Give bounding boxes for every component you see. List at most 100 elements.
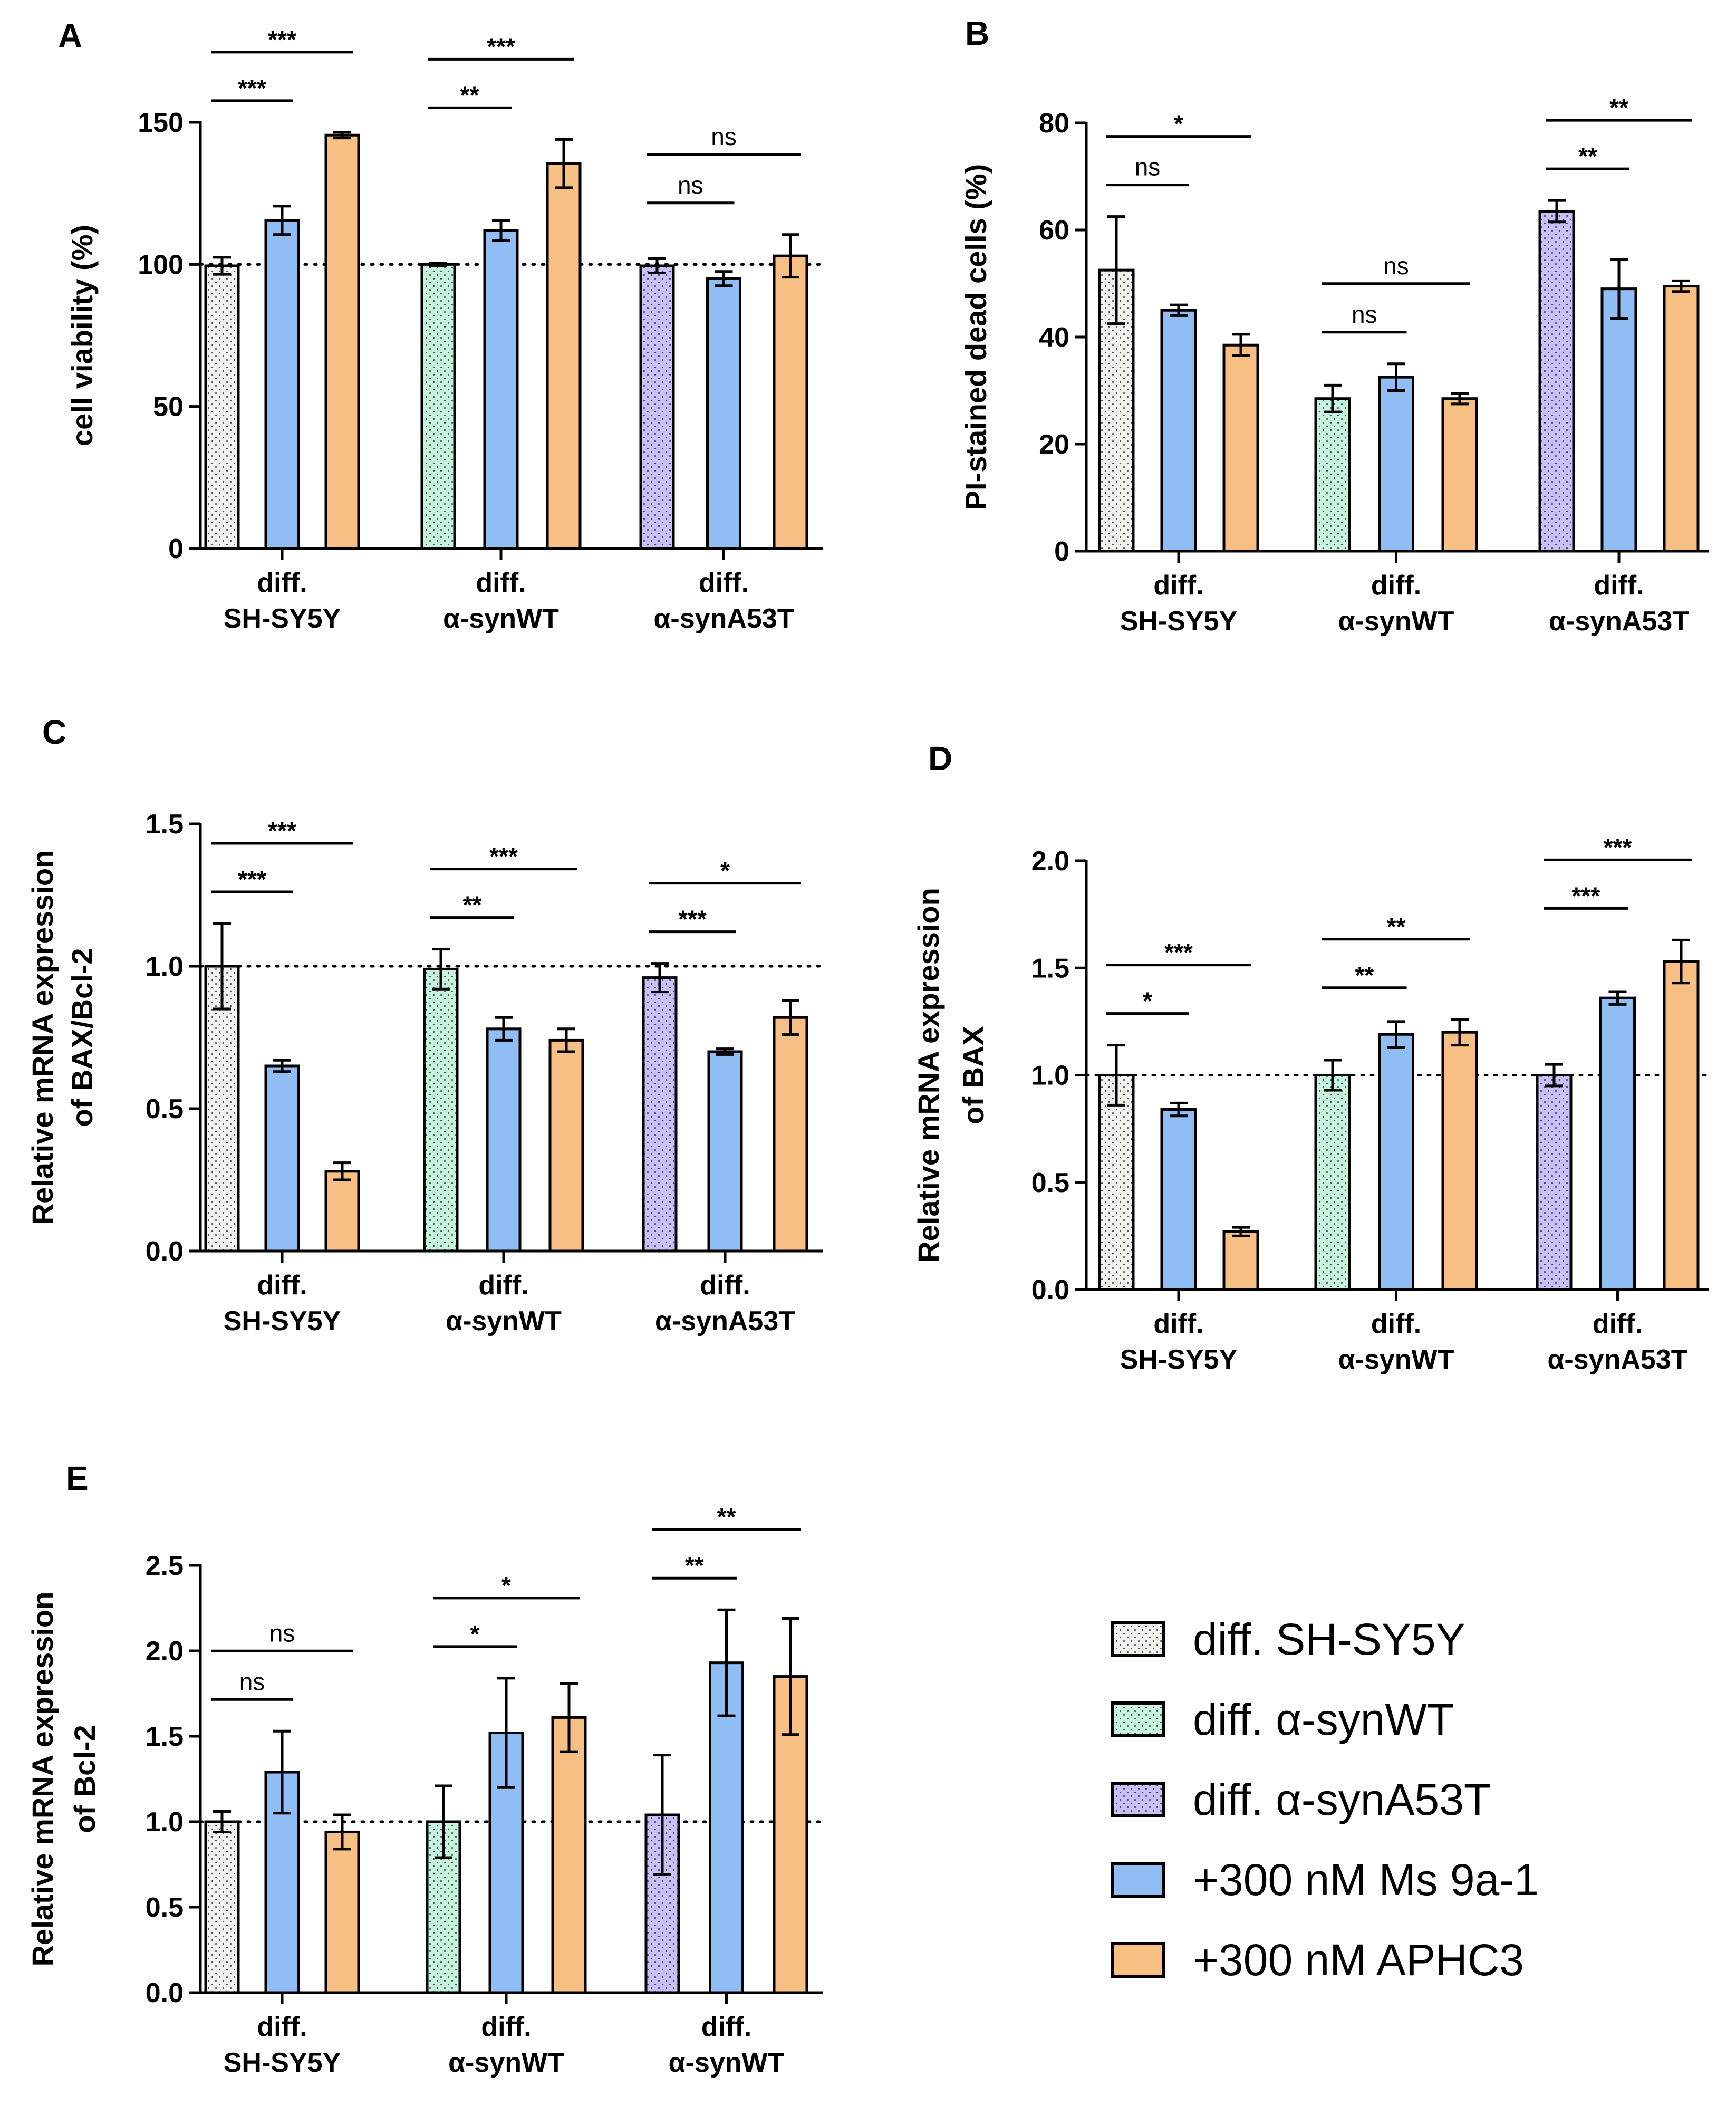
bar-300-nm-aphc3 [773,1016,808,1253]
significance-label: *** [268,817,296,844]
significance-label: ** [1387,913,1406,940]
bar-diff-alpha-synwt [420,263,456,550]
x-category-label: α-synWT [669,2047,785,2078]
x-category-label: SH-SY5Y [1120,606,1238,637]
significance-label: *** [1164,939,1193,966]
y-axis-title: of BAX [957,1026,990,1124]
y-tick-label: 1.0 [146,1807,184,1838]
bar-300-nm-ms-9a-1 [706,277,741,550]
significance-label: ns [711,123,737,150]
significance-label: * [470,1620,480,1648]
bar-group [642,962,808,1253]
bar-300-nm-aphc3 [548,1038,584,1253]
legend-item-300-nm-ms-9a-1: +300 nM Ms 9a-1 [1111,1855,1539,1905]
significance-label: ns [1352,301,1377,328]
panel-letter: D [928,739,952,777]
x-category-label: α-synWT [443,603,559,634]
x-category-label: α-synA53T [1547,1344,1687,1375]
x-category-label: α-synA53T [653,603,794,634]
chart-panels: A 0 50 100 150 cell viability (%) diff. SH-SY5Y… [26,14,1710,2078]
x-category-label: α-synA53T [655,1306,795,1336]
y-tick-label: 0.5 [1031,1168,1069,1198]
significance-label: *** [1571,882,1600,909]
y-axis-title: PI-stained dead cells (%) [959,164,992,511]
y-tick-label: 0.5 [146,1892,184,1923]
bar-group [1536,938,1700,1291]
bar-diff-sh-sy5y [204,264,240,550]
significance-label: * [1174,110,1183,138]
x-category-label: diff. [1371,570,1421,601]
bar-300-nm-aphc3 [546,162,582,550]
bar-300-nm-aphc3 [1663,285,1700,553]
significance-label: ** [1578,142,1597,170]
x-category-label: α-synWT [448,2047,564,2078]
x-category-label: α-synWT [446,1306,562,1336]
y-tick-label: 50 [153,392,184,422]
bar-group [1098,215,1259,553]
legend-label: diff. SH-SY5Y [1193,1614,1465,1664]
legend-label: +300 nM APHC3 [1193,1935,1524,1985]
significance-label: ** [1609,94,1628,121]
legend-swatch [1111,1621,1165,1657]
bar-300-nm-ms-9a-1 [1160,309,1197,553]
bar-300-nm-ms-9a-1 [1378,376,1414,553]
significance-label: *** [238,866,266,893]
significance-label: * [1143,987,1152,1015]
bar-300-nm-ms-9a-1 [483,229,519,550]
y-tick-label: 100 [138,249,184,280]
x-category-label: diff. [700,1270,750,1301]
bar-diff-alpha-synwt [1314,397,1351,553]
bar-group [1098,1044,1259,1291]
x-category-label: diff. [481,2012,531,2042]
legend-item-diff-alpha-syna53t: diff. α-synA53T [1111,1775,1491,1824]
panel-c: C 0.0 0.5 1.0 1.5 Relative mRNA expression of … [26,713,824,1336]
panel-letter: E [66,1459,89,1497]
bar-300-nm-ms-9a-1 [1160,1108,1197,1291]
bar-diff-alpha-syna53t [1536,1074,1573,1291]
x-category-label: α-synWT [1338,606,1454,637]
significance-label: ** [717,1503,736,1531]
y-tick-label: 20 [1039,429,1069,460]
panel-letter: A [58,17,82,55]
bar-300-nm-aphc3 [551,1716,587,1994]
y-tick-label: 80 [1039,108,1069,139]
legend-label: +300 nM Ms 9a-1 [1193,1855,1539,1905]
bar-diff-sh-sy5y [204,965,240,1253]
significance-label: ns [239,1668,265,1695]
y-axis-title: Relative mRNA expression [26,1592,59,1967]
significance-label: ns [269,1619,295,1647]
x-category-label: diff. [478,1270,528,1301]
y-tick-label: 1.5 [146,809,184,840]
y-tick-label: 40 [1039,322,1069,353]
bar-300-nm-aphc3 [1222,343,1259,553]
x-category-label: α-synWT [1338,1344,1454,1375]
y-tick-label: 2.0 [1031,846,1069,877]
bar-group [1314,362,1478,553]
x-category-label: diff. [1153,570,1203,601]
y-axis-title: Relative mRNA expression [912,888,945,1263]
bar-diff-sh-sy5y [1098,1074,1135,1291]
significance-label: *** [268,26,296,53]
legend-swatch [1111,1782,1165,1817]
y-tick-label: 2.5 [146,1551,184,1581]
bar-group [1314,1018,1478,1291]
x-category-label: SH-SY5Y [1120,1344,1238,1375]
legend-swatch [1111,1701,1165,1737]
bar-300-nm-ms-9a-1 [1599,996,1636,1291]
x-category-label: diff. [699,568,749,598]
significance-label: *** [487,33,515,60]
bar-group [426,1677,587,1994]
significance-label: ** [685,1552,704,1579]
bar-group [204,131,360,550]
y-tick-label: 1.5 [146,1722,184,1752]
panel-d: D 0.0 0.5 1.0 1.5 2.0 Relative mRNA expression… [912,739,1710,1375]
x-category-label: diff. [701,2012,751,2042]
bar-diff-alpha-synwt [423,967,459,1253]
significance-label: ns [1135,153,1161,181]
significance-label: ns [678,171,703,199]
x-category-label: diff. [1371,1309,1421,1339]
legend-swatch [1111,1862,1165,1898]
y-tick-label: 1.5 [1031,953,1069,984]
x-category-label: α-synA53T [1549,606,1689,637]
